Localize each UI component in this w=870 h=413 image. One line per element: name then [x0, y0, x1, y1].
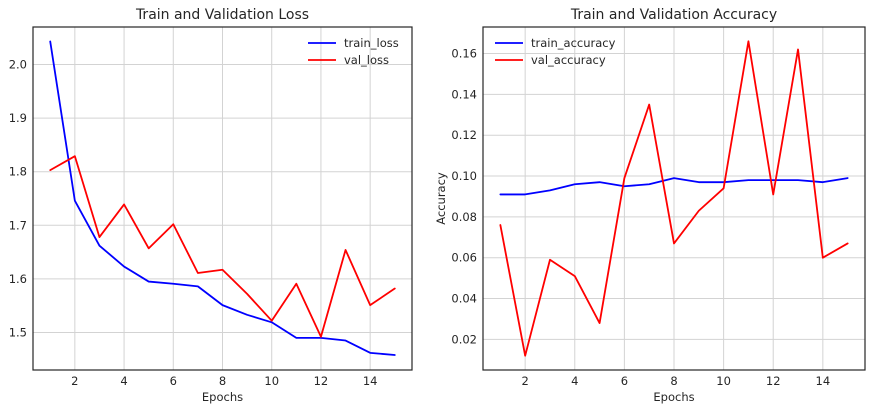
accuracy-chart-y-tick-label: 0.02 [451, 332, 477, 346]
loss-chart-x-tick-label: 2 [71, 374, 78, 388]
loss-chart-series-line-val_loss [49, 155, 396, 338]
accuracy-chart-title: Train and Validation Accuracy [570, 7, 777, 23]
loss-chart-x-tick-label: 8 [219, 374, 226, 388]
accuracy-chart-x-axis-label: Epochs [653, 390, 694, 404]
accuracy-chart-x-tick-label: 14 [816, 374, 831, 388]
loss-chart-legend-label-val_loss: val_loss [344, 53, 389, 67]
accuracy-chart-y-tick-label: 0.06 [451, 251, 477, 265]
loss-chart-title: Train and Validation Loss [135, 7, 309, 23]
loss-chart-y-tick-label: 1.8 [9, 165, 27, 179]
accuracy-chart-y-tick-label: 0.12 [451, 128, 477, 142]
loss-chart-series-line-train_loss [49, 40, 396, 356]
loss-chart-y-tick-label: 1.9 [9, 111, 27, 125]
accuracy-chart-y-tick-label: 0.04 [451, 292, 477, 306]
loss-chart-y-tick-label: 2.0 [9, 58, 27, 72]
accuracy-chart-legend: train_accuracy val_accuracy [495, 36, 616, 67]
accuracy-chart-legend-label-val_accuracy: val_accuracy [531, 53, 606, 67]
accuracy-chart-y-tick-label: 0.08 [451, 210, 477, 224]
loss-chart-x-axis-label: Epochs [202, 390, 243, 404]
accuracy-chart-y-tick-label: 0.14 [451, 87, 477, 101]
accuracy-chart-y-tick-label: 0.10 [451, 169, 477, 183]
accuracy-chart-y-axis-label: Accuracy [434, 172, 448, 225]
loss-chart-frame [32, 26, 413, 371]
loss-chart-legend: train_loss val_loss [308, 36, 399, 67]
accuracy-chart: 2 4 6 8 10 12 14 0.02 0.04 0.06 0.08 0.10 0.12 0.14 0.… [434, 7, 866, 404]
accuracy-chart-x-tick-label: 8 [670, 374, 677, 388]
loss-chart-y-tick-label: 1.7 [9, 218, 27, 232]
accuracy-chart-series-line-train_accuracy [499, 177, 849, 196]
loss-chart-x-tick-label: 10 [264, 374, 279, 388]
accuracy-chart-x-tick-label: 4 [571, 374, 578, 388]
accuracy-chart-x-tick-label: 10 [716, 374, 731, 388]
accuracy-chart-x-tick-label: 2 [522, 374, 529, 388]
accuracy-chart-legend-label-train_accuracy: train_accuracy [531, 36, 616, 50]
loss-chart-y-tick-label: 1.5 [9, 325, 27, 339]
loss-chart-y-tick-label: 1.6 [9, 272, 27, 286]
accuracy-chart-series-line-val_accuracy [499, 40, 849, 357]
accuracy-chart-y-tick-label: 0.16 [451, 47, 477, 61]
loss-chart-x-tick-label: 12 [314, 374, 329, 388]
accuracy-chart-x-tick-label: 12 [766, 374, 781, 388]
loss-chart: 2 4 6 8 10 12 14 1.5 1.6 1.7 1.8 1.9 2.0 Train and Va… [9, 7, 413, 404]
loss-chart-x-tick-label: 6 [170, 374, 177, 388]
loss-chart-x-tick-label: 14 [363, 374, 378, 388]
loss-chart-x-tick-label: 4 [120, 374, 127, 388]
accuracy-chart-frame [482, 26, 866, 371]
loss-chart-legend-label-train_loss: train_loss [344, 36, 399, 50]
accuracy-chart-x-tick-label: 6 [621, 374, 628, 388]
